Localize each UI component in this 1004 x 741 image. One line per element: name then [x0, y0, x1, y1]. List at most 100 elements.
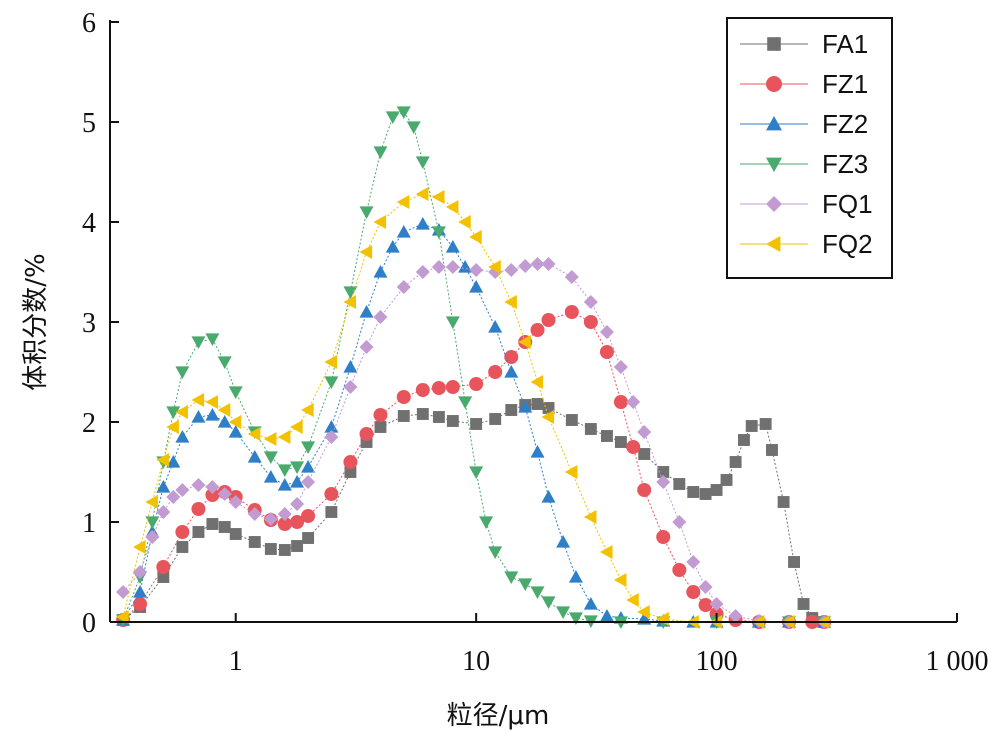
data-point — [530, 445, 545, 458]
data-point — [373, 408, 388, 422]
data-point — [445, 240, 460, 253]
data-point — [469, 230, 482, 244]
data-point — [324, 376, 339, 389]
data-point — [360, 436, 373, 448]
data-point — [290, 515, 305, 529]
legend-label: FQ2 — [822, 229, 873, 259]
x-tick-label: 10 — [462, 646, 490, 677]
data-point — [637, 425, 652, 439]
data-point — [373, 265, 388, 278]
legend-item-fa1: FA1 — [740, 29, 868, 59]
data-point — [626, 440, 641, 454]
data-point — [359, 427, 374, 441]
data-point — [156, 560, 171, 574]
data-point — [504, 350, 519, 364]
data-point — [156, 480, 171, 493]
data-point — [445, 316, 460, 329]
legend-marker — [766, 236, 781, 252]
data-point — [133, 585, 148, 598]
data-point — [568, 612, 583, 625]
data-point — [504, 571, 519, 584]
series-line — [122, 403, 825, 623]
data-point — [205, 408, 220, 421]
data-point — [415, 187, 429, 201]
data-point — [156, 453, 169, 467]
data-point — [626, 593, 639, 607]
data-point — [175, 483, 190, 497]
data-point — [698, 598, 713, 612]
data-point — [343, 380, 358, 394]
data-point — [556, 606, 571, 619]
data-point — [406, 121, 421, 134]
data-point — [192, 526, 205, 538]
data-point — [277, 507, 292, 521]
legend-marker — [767, 37, 781, 51]
data-point — [541, 410, 555, 424]
data-point — [176, 541, 189, 553]
data-point — [191, 336, 206, 349]
data-point — [489, 413, 502, 425]
data-point — [672, 563, 687, 577]
data-point — [247, 427, 261, 441]
data-point — [373, 215, 387, 229]
y-tick-label: 0 — [82, 608, 96, 639]
data-point — [556, 535, 571, 548]
data-point — [469, 466, 484, 479]
data-point — [116, 610, 129, 624]
data-point — [228, 386, 243, 399]
data-point — [445, 260, 460, 274]
data-point — [541, 490, 556, 503]
data-point — [263, 451, 278, 464]
y-tick-label: 6 — [82, 8, 96, 39]
data-point — [583, 597, 598, 610]
legend-item-fz2: FZ2 — [740, 109, 868, 139]
data-point — [301, 403, 314, 417]
data-point — [396, 225, 411, 238]
data-point — [301, 441, 316, 454]
legend: FA1 FZ1 FZ2 FZ3 FQ1 FQ2 — [726, 17, 893, 279]
data-point — [205, 395, 219, 409]
data-point — [518, 335, 531, 349]
data-point — [290, 461, 305, 474]
legend-label: FA1 — [822, 29, 868, 59]
data-point — [248, 536, 261, 548]
data-point — [205, 488, 220, 502]
data-point — [518, 578, 533, 591]
data-point — [228, 415, 242, 429]
data-point — [565, 414, 578, 426]
series-fa1 — [117, 398, 831, 628]
data-point — [145, 516, 160, 529]
data-point — [583, 510, 597, 524]
y-axis-title: 体积分数/% — [21, 253, 51, 390]
data-point — [397, 410, 410, 422]
data-point — [359, 206, 374, 219]
x-tick-label: 100 — [696, 646, 738, 677]
data-point — [614, 436, 627, 448]
data-point — [469, 280, 484, 293]
data-point — [175, 366, 190, 379]
data-point — [324, 420, 339, 433]
data-point — [729, 456, 742, 468]
data-point — [290, 475, 305, 488]
data-point — [583, 295, 598, 309]
data-point — [564, 465, 578, 479]
legend-label: FZ2 — [822, 109, 868, 139]
data-point — [175, 405, 188, 419]
data-point — [564, 305, 579, 319]
data-point — [325, 506, 338, 518]
y-tick-label: 2 — [82, 408, 96, 439]
data-point — [599, 325, 614, 339]
data-point — [686, 555, 701, 569]
data-point — [531, 398, 544, 410]
data-point — [470, 418, 483, 430]
series-line — [122, 263, 825, 623]
data-point — [488, 546, 503, 559]
y-tick-label: 5 — [82, 108, 96, 139]
legend-marker — [766, 116, 782, 131]
data-point — [374, 421, 387, 433]
data-point — [415, 265, 430, 279]
data-point — [263, 470, 278, 483]
data-point — [637, 605, 650, 619]
data-point — [488, 365, 503, 379]
data-point — [518, 400, 533, 413]
